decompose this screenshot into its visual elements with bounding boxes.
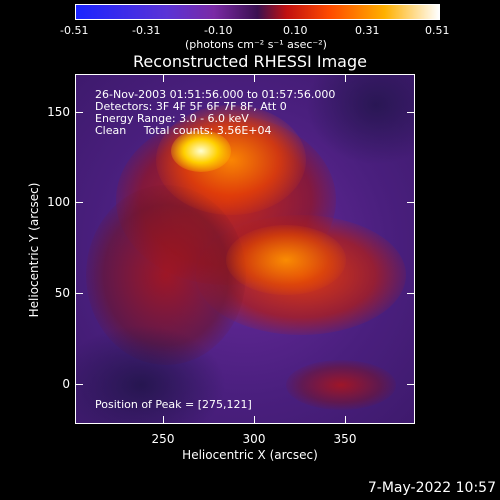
detectors: Detectors: 3F 4F 5F 6F 7F 8F, Att 0 bbox=[95, 100, 287, 113]
clean-info: Clean Total counts: 3.56E+04 bbox=[95, 124, 272, 137]
colorbar-tick-4: 0.10 bbox=[283, 24, 308, 37]
y-tick-50: 50 bbox=[54, 286, 70, 300]
colorbar bbox=[75, 4, 440, 20]
y-tick-0: 0 bbox=[62, 377, 70, 391]
colorbar-tick-2: -0.31 bbox=[132, 24, 161, 37]
colorbar-tick-1: -0.51 bbox=[60, 24, 89, 37]
colorbar-tick-6: 0.51 bbox=[425, 24, 450, 37]
rhessi-image bbox=[75, 74, 415, 424]
emission-blob bbox=[286, 360, 396, 410]
energy-range: Energy Range: 3.0 - 6.0 keV bbox=[95, 112, 249, 125]
image-title: Reconstructed RHESSI Image bbox=[133, 52, 367, 71]
timestamp: 7-May-2022 10:57 bbox=[367, 480, 496, 496]
colorbar-tick-3: -0.10 bbox=[204, 24, 233, 37]
colorbar-unit: (photons cm⁻² s⁻¹ asec⁻²) bbox=[185, 38, 327, 51]
x-tick-250: 250 bbox=[151, 432, 175, 446]
colorbar-tick-5: 0.31 bbox=[355, 24, 380, 37]
x-tick-300: 300 bbox=[242, 432, 266, 446]
time-range: 26-Nov-2003 01:51:56.000 to 01:57:56.000 bbox=[95, 88, 336, 101]
emission-blob bbox=[226, 225, 346, 295]
x-tick-350: 350 bbox=[333, 432, 357, 446]
x-axis-label: Heliocentric X (arcsec) bbox=[182, 448, 318, 462]
y-tick-100: 100 bbox=[47, 195, 70, 209]
peak-position: Position of Peak = [275,121] bbox=[95, 398, 252, 411]
peak-blob bbox=[171, 130, 231, 172]
y-axis-label: Heliocentric Y (arcsec) bbox=[27, 182, 41, 318]
y-tick-150: 150 bbox=[47, 105, 70, 119]
